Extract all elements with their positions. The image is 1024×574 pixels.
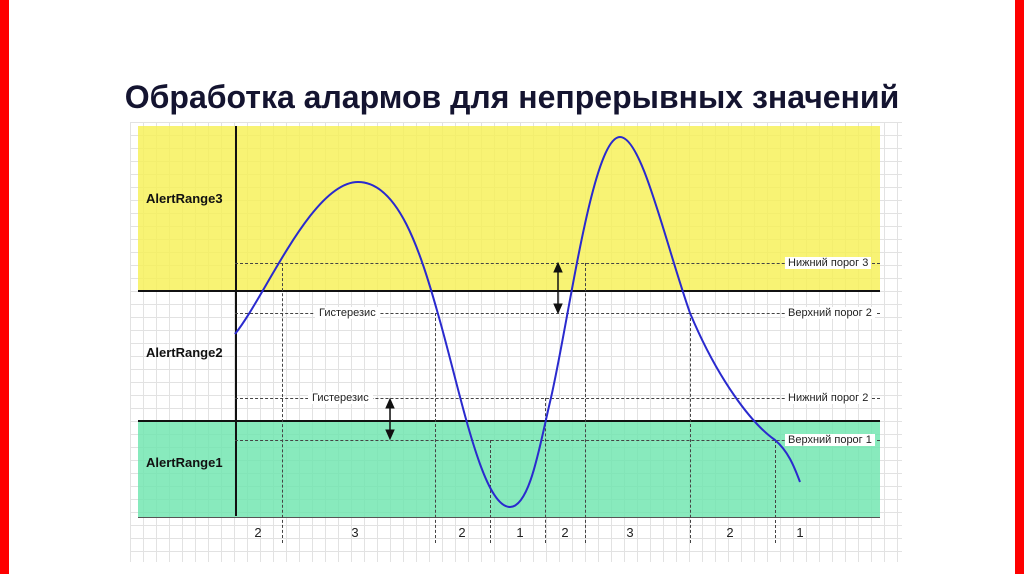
crossing-line: [435, 313, 436, 543]
crossing-line: [775, 440, 776, 543]
timeline-value: 3: [351, 525, 359, 540]
right-accent-bar: [1015, 0, 1024, 574]
threshold-line-upper-1: [235, 440, 880, 441]
band-alertrange3: [138, 126, 880, 292]
timeline-value: 1: [796, 525, 804, 540]
hysteresis-label-lower: Гистерезис: [308, 392, 373, 404]
left-accent-bar: [0, 0, 9, 574]
slide-title: Обработка алармов для непрерывных значен…: [124, 79, 900, 116]
crossing-line: [690, 313, 691, 543]
crossing-line: [585, 263, 586, 543]
timeline-value: 3: [626, 525, 634, 540]
timeline-value: 2: [726, 525, 734, 540]
crossing-line: [545, 398, 546, 543]
timeline-value: 2: [561, 525, 569, 540]
timeline-value: 2: [458, 525, 466, 540]
hysteresis-label-upper: Гистерезис: [315, 307, 380, 319]
alarm-diagram: AlertRange3 AlertRange2 AlertRange1 Нижн…: [130, 122, 902, 562]
value-axis: [235, 126, 237, 516]
band-alertrange1: [138, 420, 880, 518]
threshold-label-lower-3: Нижний порог 3: [785, 257, 872, 269]
band-label-alertrange3: AlertRange3: [146, 191, 223, 206]
threshold-label-upper-2: Верхний порог 2: [785, 307, 875, 319]
timeline-value: 1: [516, 525, 524, 540]
crossing-line: [490, 440, 491, 543]
band-label-alertrange2: AlertRange2: [146, 345, 223, 360]
threshold-line-lower-3: [235, 263, 880, 264]
crossing-line: [282, 263, 283, 543]
threshold-label-upper-1: Верхний порог 1: [785, 434, 875, 446]
band-label-alertrange1: AlertRange1: [146, 455, 223, 470]
timeline-value: 2: [254, 525, 262, 540]
threshold-label-lower-2: Нижний порог 2: [785, 392, 872, 404]
